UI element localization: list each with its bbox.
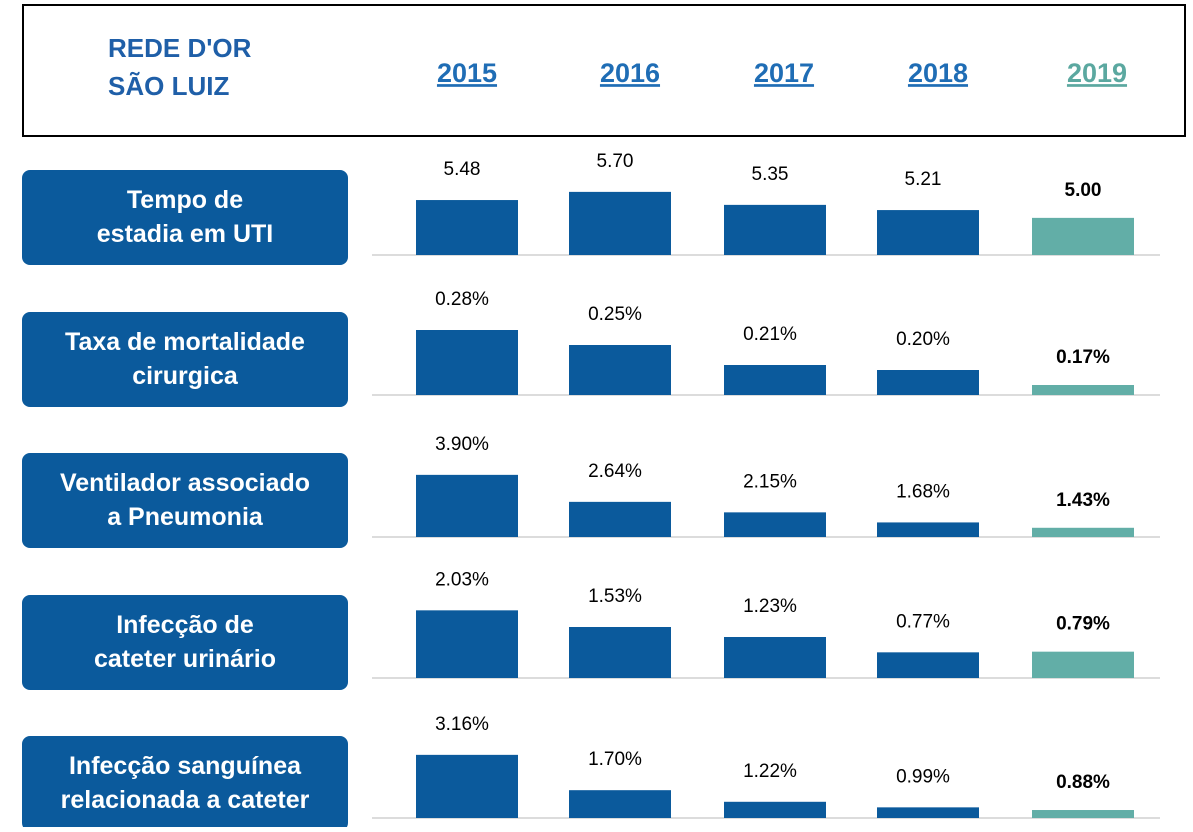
row-label-box [22,170,348,265]
bar [724,801,826,818]
logo-top: REDE D'OR [108,33,252,63]
bar [416,330,518,395]
value-label: 5.21 [905,169,942,190]
bar [1032,217,1134,255]
row-label: Taxa de mortalidade cirurgica [65,328,305,390]
logo-bottom: SÃO LUIZ [108,71,229,101]
row-label-line: Taxa de mortalidade [65,328,305,356]
bar [416,610,518,678]
bar [569,627,671,678]
row-label-line: estadia em UTI [97,220,273,248]
value-label: 1.23% [743,596,797,617]
bar [1032,810,1134,818]
year-header: 2019 [1067,58,1127,88]
header-box [22,4,1186,137]
row-label-line: cirurgica [132,362,239,390]
bar [877,210,979,255]
row-label-line: a Pneumonia [107,503,264,531]
row-label-box [22,453,348,548]
value-label: 1.68% [896,481,950,502]
value-label: 5.00 [1065,180,1102,201]
bar [877,652,979,678]
value-label: 5.35 [752,164,789,185]
bar [569,501,671,537]
value-label: 0.25% [588,304,642,325]
value-label: 2.15% [743,471,797,492]
bar [1032,527,1134,537]
value-label: 3.16% [435,714,489,735]
row-label-line: Tempo de [127,186,243,214]
row-label: Infecção sanguínea relacionada a cateter [61,752,310,814]
bar [569,790,671,818]
bar [877,807,979,818]
value-label: 0.99% [896,766,950,787]
row-label-line: relacionada a cateter [61,786,310,814]
row-label-box [22,595,348,690]
value-label: 0.21% [743,324,797,345]
bar [416,200,518,255]
year-header: 2016 [600,58,660,88]
bar [569,345,671,395]
value-label: 2.03% [435,569,489,590]
value-label: 0.77% [896,611,950,632]
value-label: 1.43% [1056,490,1110,511]
row-label-line: Ventilador associado [60,469,310,497]
value-label: 1.22% [743,761,797,782]
row-label-box [22,312,348,407]
value-label: 1.70% [588,749,642,770]
year-header: 2018 [908,58,968,88]
row-label-line: cateter urinário [94,645,276,673]
row-label: Infecção de cateter urinário [94,611,276,673]
value-label: 0.17% [1056,347,1110,368]
year-header: 2017 [754,58,814,88]
bar [724,204,826,255]
bar [724,637,826,678]
bar [724,365,826,395]
value-label: 5.70 [597,151,634,172]
value-label: 2.64% [588,461,642,482]
bar [416,474,518,537]
bar [416,754,518,818]
value-label: 3.90% [435,434,489,455]
bar [877,522,979,537]
value-label: 0.28% [435,289,489,310]
value-label: 0.88% [1056,772,1110,793]
value-label: 0.79% [1056,614,1110,635]
value-label: 0.20% [896,329,950,350]
bar [724,512,826,537]
row-label: Ventilador associado a Pneumonia [60,469,310,531]
year-header: 2015 [437,58,497,88]
bar [1032,385,1134,395]
bar [877,370,979,395]
bar [1032,651,1134,678]
row-label: Tempo de estadia em UTI [97,186,273,248]
row-label-line: Infecção sanguínea [69,752,302,780]
row-label-box [22,736,348,831]
bar [569,191,671,255]
value-label: 5.48 [444,159,481,180]
value-label: 1.53% [588,586,642,607]
row-label-line: Infecção de [116,611,254,639]
